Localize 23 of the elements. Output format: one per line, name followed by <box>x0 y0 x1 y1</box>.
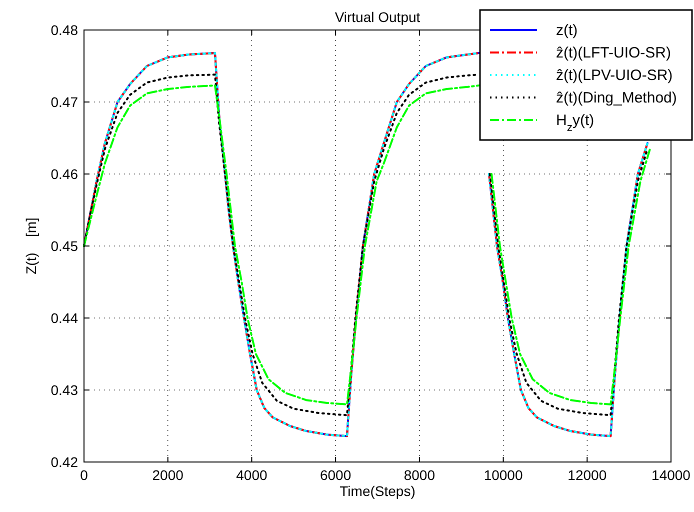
y-tick-label: 0.43 <box>50 382 78 398</box>
y-tick-label: 0.44 <box>50 310 78 326</box>
legend-label: z(t) <box>556 22 578 39</box>
x-tick-label: 0 <box>80 467 88 483</box>
x-tick-label: 12000 <box>568 467 607 483</box>
y-tick-label: 0.42 <box>50 454 78 470</box>
legend-label: ẑ(t)(LFT-UIO-SR) <box>556 44 671 62</box>
legend-label: H$_{z}$y(t) <box>556 112 594 134</box>
x-tick-label: 14000 <box>652 467 691 483</box>
x-axis-title: Time(Steps) <box>340 483 416 499</box>
x-tick-label: 6000 <box>320 467 352 483</box>
x-tick-label: 2000 <box>152 467 184 483</box>
legend-label: ẑ(t)(LPV-UIO-SR) <box>556 67 673 84</box>
x-tick-label: 4000 <box>236 467 268 483</box>
x-tick-label: 10000 <box>484 467 523 483</box>
y-tick-label: 0.48 <box>50 22 78 38</box>
y-tick-label: 0.47 <box>50 94 78 110</box>
y-tick-label: 0.46 <box>50 166 78 182</box>
y-axis-title: Z(t) [m] <box>23 218 39 274</box>
x-tick-label: 8000 <box>404 467 436 483</box>
legend-label: ẑ(t)(Ding_Method) <box>556 90 677 106</box>
y-tick-label: 0.45 <box>50 238 78 254</box>
chart-title: Virtual Output <box>334 9 420 25</box>
